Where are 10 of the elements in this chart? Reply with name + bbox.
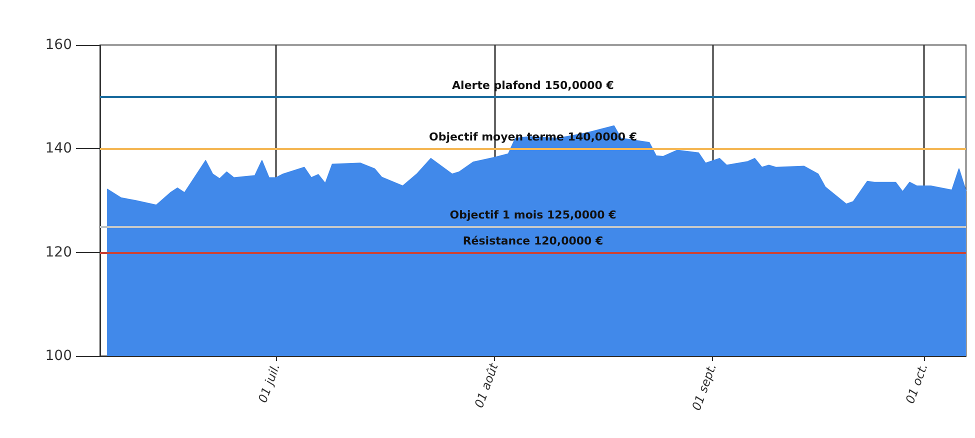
x-tick-label: 01 sept. [689, 362, 720, 412]
y-tick-label: 140 [45, 140, 72, 157]
y-tick-label: 160 [45, 37, 72, 53]
y-tick-label: 100 [45, 348, 72, 364]
x-tick-label: 01 oct. [902, 362, 930, 406]
x-tick-label: 01 juil. [256, 362, 283, 404]
ref-line-label: Résistance 120,0000 € [462, 234, 604, 248]
y-tick-label: 120 [45, 244, 72, 260]
x-tick-label: 01 août [472, 360, 502, 410]
ref-line-label: Objectif 1 mois 125,0000 € [450, 208, 616, 222]
